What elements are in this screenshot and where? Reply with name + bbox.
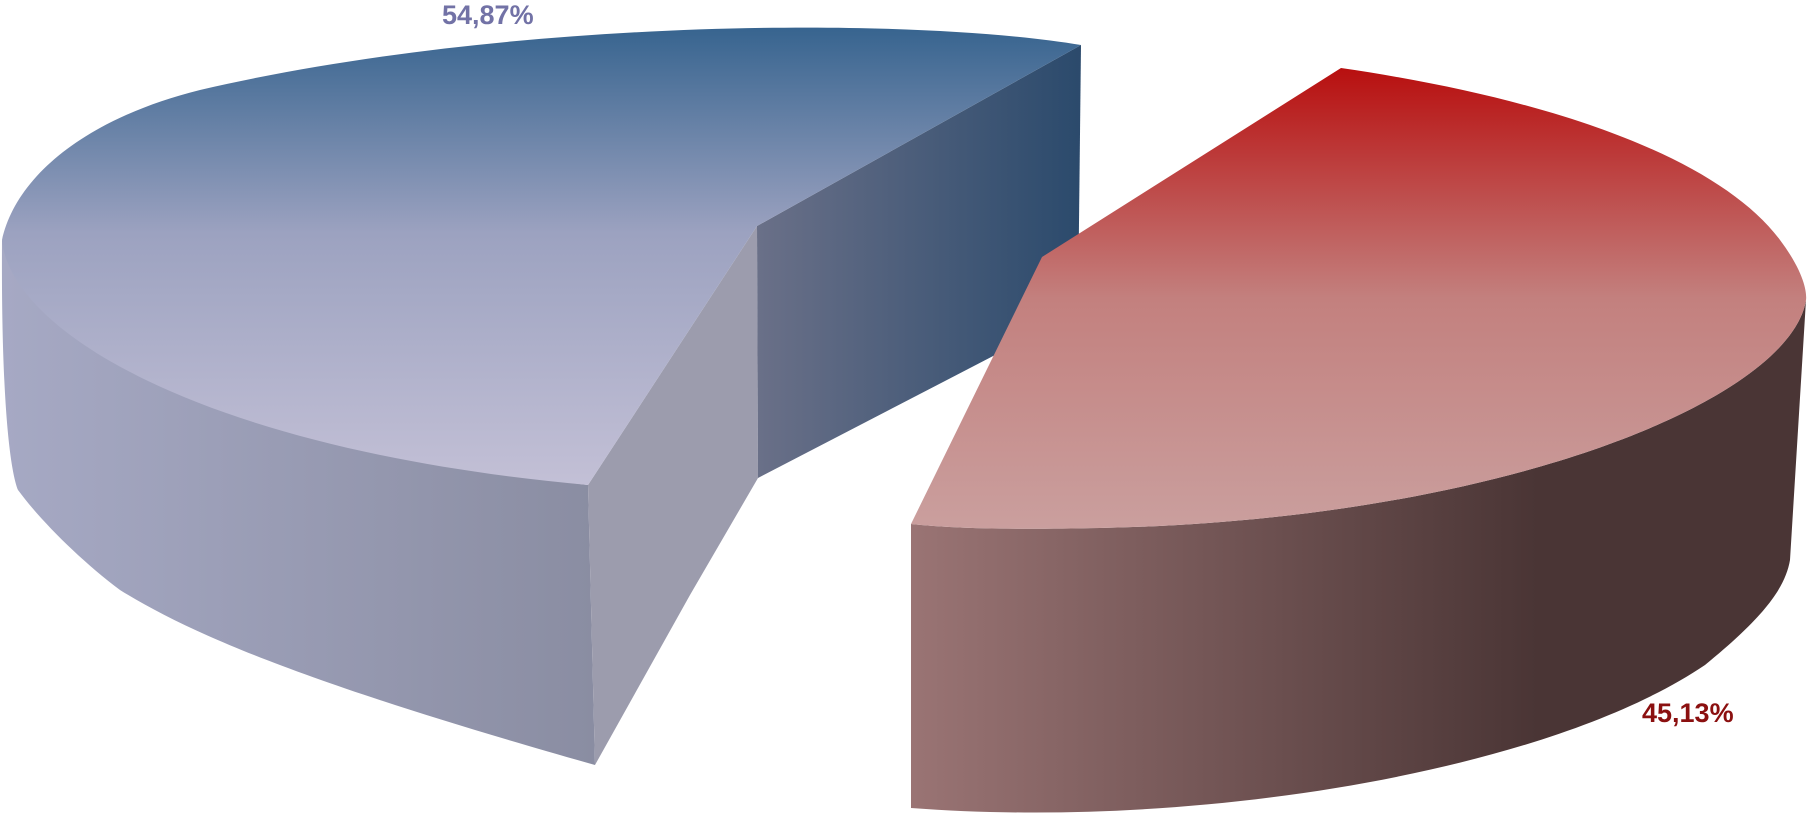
pie-slice-1-back-cut	[757, 45, 1081, 478]
pie-slice-2-top	[911, 68, 1807, 529]
pie-slice-1-inner-cut	[588, 226, 758, 765]
pie-slice-1	[1, 27, 1081, 765]
pie-slice-2-outer-side	[911, 300, 1806, 813]
pie-slice-1-label: 54,87%	[442, 0, 534, 30]
pie-slice-1-top	[2, 27, 1081, 486]
pie-slice-1-outer-side	[1, 240, 595, 765]
pie-slice-2-label: 45,13%	[1642, 698, 1734, 728]
pie-slice-2	[911, 68, 1807, 813]
